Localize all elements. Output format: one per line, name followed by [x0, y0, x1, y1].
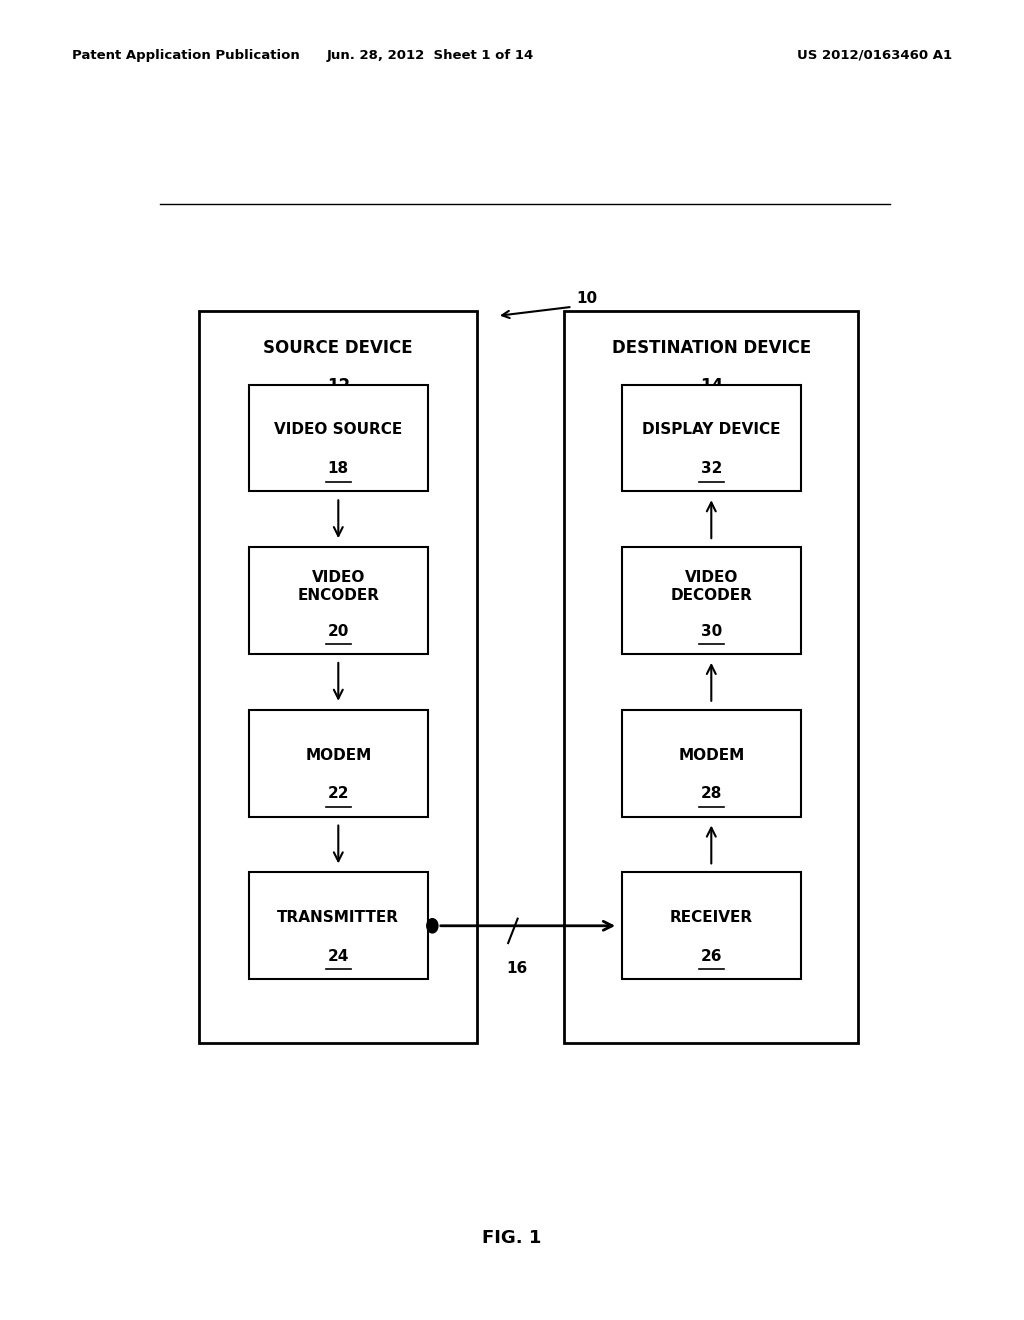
Text: VIDEO
ENCODER: VIDEO ENCODER	[297, 570, 379, 602]
FancyBboxPatch shape	[249, 873, 428, 979]
Text: 18: 18	[328, 461, 349, 477]
FancyBboxPatch shape	[622, 548, 801, 653]
Text: FIG. 1: FIG. 1	[482, 1229, 542, 1247]
Text: Patent Application Publication: Patent Application Publication	[72, 49, 299, 62]
Text: MODEM: MODEM	[305, 747, 372, 763]
Text: VIDEO SOURCE: VIDEO SOURCE	[274, 422, 402, 437]
Bar	[200, 312, 477, 1043]
Text: US 2012/0163460 A1: US 2012/0163460 A1	[798, 49, 952, 62]
Text: DESTINATION DEVICE: DESTINATION DEVICE	[611, 339, 811, 358]
FancyBboxPatch shape	[622, 710, 801, 817]
Text: MODEM: MODEM	[678, 747, 744, 763]
Text: 26: 26	[700, 949, 722, 964]
Text: 16: 16	[506, 961, 527, 975]
Text: 20: 20	[328, 623, 349, 639]
Text: 10: 10	[577, 292, 598, 306]
Text: 30: 30	[700, 623, 722, 639]
FancyBboxPatch shape	[622, 384, 801, 491]
Text: VIDEO
DECODER: VIDEO DECODER	[671, 570, 753, 602]
Text: 22: 22	[328, 787, 349, 801]
Text: SOURCE DEVICE: SOURCE DEVICE	[263, 339, 413, 358]
Text: Jun. 28, 2012  Sheet 1 of 14: Jun. 28, 2012 Sheet 1 of 14	[327, 49, 534, 62]
Text: 12: 12	[327, 378, 350, 395]
FancyBboxPatch shape	[249, 384, 428, 491]
Circle shape	[427, 919, 438, 933]
Text: 32: 32	[700, 461, 722, 477]
Text: 24: 24	[328, 949, 349, 964]
FancyBboxPatch shape	[249, 548, 428, 653]
Text: RECEIVER: RECEIVER	[670, 911, 753, 925]
FancyBboxPatch shape	[622, 873, 801, 979]
Text: TRANSMITTER: TRANSMITTER	[278, 911, 399, 925]
Text: 28: 28	[700, 787, 722, 801]
FancyBboxPatch shape	[249, 710, 428, 817]
Text: DISPLAY DEVICE: DISPLAY DEVICE	[642, 422, 780, 437]
Bar	[564, 312, 858, 1043]
Text: 14: 14	[699, 378, 723, 395]
